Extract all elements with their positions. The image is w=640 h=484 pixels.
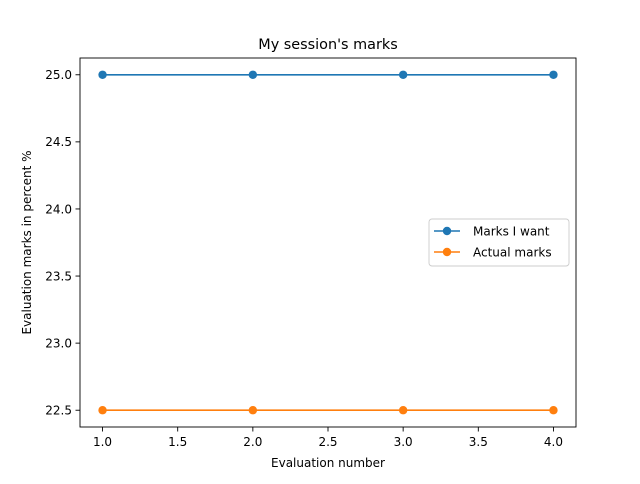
legend-marker: [442, 247, 452, 257]
legend-marker: [442, 226, 452, 236]
y-tick-label: 23.0: [45, 336, 72, 350]
y-tick-label: 22.5: [45, 404, 72, 418]
x-tick-label: 1.5: [168, 435, 187, 449]
data-point: [549, 406, 558, 415]
y-tick-label: 24.0: [45, 202, 72, 216]
y-axis-ticks: 22.5 23.0 23.5 24.0 24.5 25.0: [45, 68, 80, 418]
x-tick-label: 1.0: [93, 435, 112, 449]
data-point: [398, 406, 408, 415]
legend-item: Marks I want: [434, 224, 550, 238]
x-tick-label: 3.5: [469, 435, 488, 449]
y-axis-label: Evaluation marks in percent %: [20, 150, 34, 334]
series-1: [98, 70, 558, 79]
data-point: [98, 406, 107, 415]
data-point: [549, 70, 558, 79]
data-point: [398, 70, 408, 79]
x-axis-label: Evaluation number: [271, 456, 385, 470]
legend-item: Actual marks: [434, 245, 552, 259]
legend-label: Actual marks: [473, 245, 552, 259]
series-2: [98, 406, 558, 415]
series-layer: [98, 70, 558, 415]
legend: Marks I want Actual marks: [428, 218, 570, 267]
y-tick-label: 24.5: [45, 135, 72, 149]
legend-box: [428, 218, 570, 267]
x-axis-ticks: 1.0 1.5 2.0 2.5 3.0 3.5 4.0: [93, 427, 563, 449]
legend-label: Marks I want: [473, 224, 550, 238]
x-tick-label: 4.0: [544, 435, 563, 449]
x-tick-label: 3.0: [394, 435, 413, 449]
data-point: [248, 70, 258, 79]
y-tick-label: 25.0: [45, 68, 72, 82]
x-tick-label: 2.5: [318, 435, 337, 449]
x-tick-label: 2.0: [243, 435, 262, 449]
data-point: [248, 406, 258, 415]
chart-title: My session's marks: [258, 37, 397, 53]
data-point: [98, 70, 107, 79]
y-tick-label: 23.5: [45, 269, 72, 283]
